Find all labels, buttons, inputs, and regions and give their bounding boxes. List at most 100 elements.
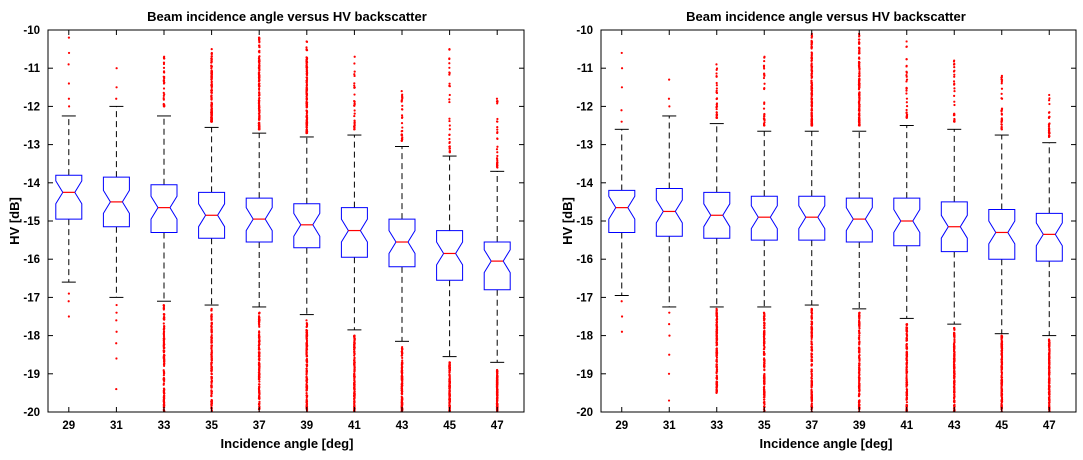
outlier-point bbox=[353, 342, 356, 345]
outlier-point bbox=[905, 87, 908, 90]
outlier-point bbox=[1000, 365, 1003, 368]
outlier-point bbox=[448, 133, 451, 136]
outlier-point bbox=[1000, 97, 1003, 100]
outlier-point bbox=[210, 355, 213, 358]
outlier-point bbox=[353, 334, 356, 338]
outlier-point bbox=[305, 389, 308, 392]
outlier-point bbox=[810, 111, 813, 114]
outlier-point bbox=[857, 123, 861, 127]
x-tick-label: 31 bbox=[110, 420, 123, 432]
outlier-point bbox=[905, 64, 908, 67]
y-tick-label: -20 bbox=[23, 407, 40, 419]
box-37 bbox=[798, 32, 826, 412]
outlier-point bbox=[162, 389, 165, 392]
outlier-point bbox=[210, 379, 213, 383]
x-tick-label: 39 bbox=[853, 420, 866, 432]
outlier-point bbox=[305, 398, 308, 401]
outlier-point bbox=[496, 128, 499, 131]
outlier-point bbox=[953, 386, 956, 389]
x-tick-label: 29 bbox=[615, 420, 628, 432]
outlier-point bbox=[858, 338, 861, 341]
outlier-point bbox=[858, 121, 861, 124]
outlier-point bbox=[905, 351, 909, 354]
outlier-point bbox=[210, 385, 213, 388]
outlier-point bbox=[305, 378, 309, 381]
outlier-point bbox=[857, 109, 861, 112]
outlier-point bbox=[952, 114, 956, 117]
outlier-point bbox=[353, 363, 356, 366]
y-tick-label: -17 bbox=[23, 292, 40, 304]
y-tick-label: -20 bbox=[576, 407, 593, 419]
outlier-point bbox=[1048, 97, 1051, 100]
outlier-point bbox=[763, 403, 766, 406]
outlier-point bbox=[448, 361, 451, 365]
outlier-point bbox=[1000, 389, 1004, 392]
outlier-point bbox=[763, 115, 766, 118]
outlier-point bbox=[763, 390, 766, 394]
outlier-point bbox=[257, 371, 261, 374]
outlier-point bbox=[496, 381, 499, 384]
outlier-point bbox=[162, 328, 165, 331]
outlier-point bbox=[810, 372, 813, 376]
outlier-point bbox=[258, 402, 261, 405]
outlier-point bbox=[305, 321, 308, 325]
outlier-point bbox=[305, 394, 308, 397]
outlier-point bbox=[258, 354, 261, 357]
outlier-point bbox=[305, 58, 308, 61]
outlier-point bbox=[1048, 396, 1051, 400]
outlier-point bbox=[258, 109, 261, 112]
outlier-point bbox=[305, 126, 308, 129]
outlier-point bbox=[495, 390, 499, 393]
outlier-point bbox=[495, 405, 499, 408]
outlier-point bbox=[305, 117, 309, 120]
outlier-point bbox=[810, 34, 813, 37]
data-layer bbox=[55, 36, 511, 412]
outlier-point bbox=[905, 354, 908, 357]
y-tick-label: -13 bbox=[23, 140, 40, 152]
outlier-point bbox=[448, 394, 451, 397]
outlier-point bbox=[905, 401, 909, 404]
notched-box bbox=[245, 197, 273, 243]
outlier-point bbox=[496, 130, 499, 134]
outlier-point bbox=[496, 159, 499, 162]
outlier-point bbox=[715, 108, 718, 111]
outlier-point bbox=[496, 394, 499, 397]
outlier-point bbox=[305, 402, 309, 406]
outlier-point bbox=[305, 40, 309, 44]
outlier-point bbox=[953, 328, 956, 331]
outlier-point bbox=[952, 80, 956, 83]
outlier-point bbox=[448, 377, 451, 380]
outlier-point bbox=[810, 72, 813, 75]
box-29 bbox=[608, 51, 636, 333]
outlier-point bbox=[715, 387, 718, 391]
outlier-point bbox=[258, 312, 261, 315]
outlier-point bbox=[495, 378, 499, 382]
outlier-point bbox=[496, 154, 499, 158]
outlier-point bbox=[953, 103, 956, 107]
outlier-point bbox=[210, 89, 213, 92]
outlier-point bbox=[210, 64, 213, 67]
outlier-point bbox=[305, 319, 308, 322]
outlier-point bbox=[162, 308, 165, 311]
outlier-point bbox=[353, 400, 356, 403]
outlier-point bbox=[163, 324, 166, 328]
outlier-point bbox=[715, 63, 718, 66]
outlier-point bbox=[810, 356, 814, 359]
outlier-point bbox=[353, 70, 356, 73]
outlier-point bbox=[763, 338, 766, 341]
outlier-point bbox=[305, 56, 309, 59]
notched-box bbox=[55, 174, 83, 220]
outlier-point bbox=[162, 383, 165, 386]
y-tick-label: -15 bbox=[576, 216, 593, 228]
outlier-point bbox=[448, 128, 451, 131]
outlier-point bbox=[257, 122, 261, 125]
outlier-point bbox=[810, 337, 813, 341]
outlier-point bbox=[305, 48, 308, 51]
outlier-point bbox=[495, 120, 499, 123]
outlier-point bbox=[353, 369, 356, 372]
outlier-point bbox=[905, 381, 908, 384]
outlier-point bbox=[763, 67, 766, 70]
outlier-point bbox=[162, 80, 165, 83]
x-tick-label: 29 bbox=[62, 420, 75, 432]
